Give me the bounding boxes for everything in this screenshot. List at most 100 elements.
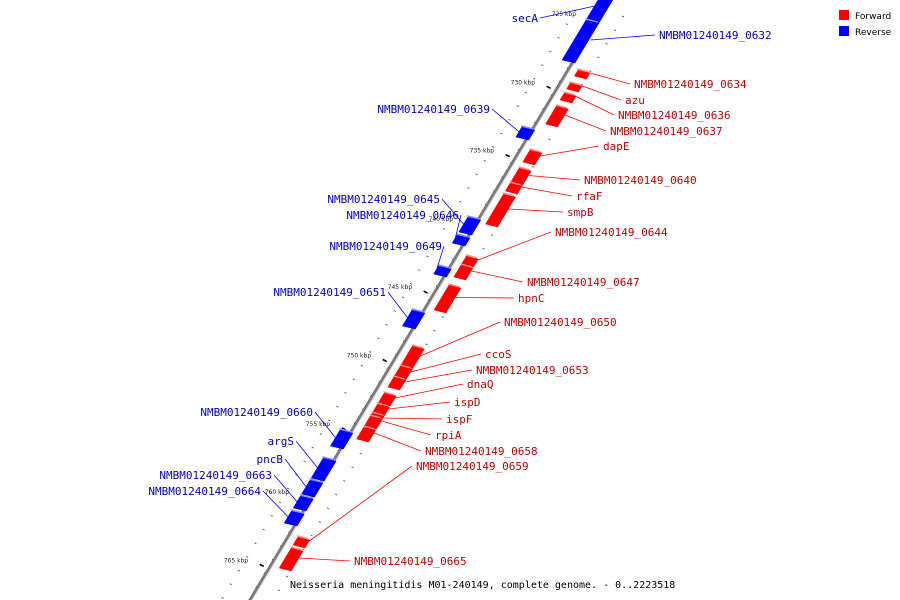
dot-mark-right	[334, 493, 338, 496]
forward-gene-13[interactable]	[387, 375, 407, 391]
reverse-gene-leader	[273, 474, 298, 503]
reverse-gene-2[interactable]	[515, 125, 536, 141]
reverse-gene-11[interactable]	[283, 509, 305, 527]
reverse-gene-label[interactable]: NMBM01240149_0632	[659, 29, 772, 42]
forward-gene-0[interactable]	[574, 68, 591, 80]
reverse-gene-label[interactable]: pncB	[257, 453, 284, 466]
forward-gene-label[interactable]: rpiA	[435, 429, 462, 442]
reverse-gene-10[interactable]	[292, 494, 314, 512]
forward-gene-4[interactable]	[522, 148, 543, 166]
dot-mark-left	[540, 64, 544, 67]
forward-gene-label[interactable]: smpB	[567, 206, 594, 219]
dot-mark-left	[270, 514, 273, 517]
reverse-gene-1[interactable]	[561, 18, 600, 64]
forward-gene-9-highlight	[460, 263, 473, 268]
dot-mark-left	[442, 228, 446, 231]
dot-mark-right	[318, 520, 321, 523]
dot-mark-left	[336, 405, 339, 408]
forward-gene-15-highlight	[376, 402, 390, 407]
dot-mark-right	[343, 479, 346, 482]
forward-gene-2[interactable]	[559, 91, 577, 104]
forward-gene-label[interactable]: hpnC	[518, 292, 545, 305]
forward-gene-7[interactable]	[485, 192, 516, 228]
reverse-gene-7-highlight	[339, 428, 353, 433]
forward-gene-label[interactable]: NMBM01240149_0634	[634, 78, 747, 91]
forward-gene-14-highlight	[383, 391, 397, 396]
dot-mark-left	[516, 105, 519, 108]
forward-gene-label[interactable]: NMBM01240149_0637	[610, 125, 723, 138]
reverse-gene-label[interactable]: argS	[268, 435, 295, 448]
forward-gene-label[interactable]: NMBM01240149_0665	[354, 555, 467, 568]
reverse-gene-7[interactable]	[330, 428, 354, 450]
tick-label: 735 kbp	[470, 148, 495, 155]
forward-gene-label[interactable]: NMBM01240149_0647	[527, 276, 640, 289]
dot-mark-left	[491, 146, 495, 149]
dot-mark-left	[532, 77, 536, 80]
forward-gene-label[interactable]: azu	[625, 94, 645, 107]
dot-mark-left	[360, 364, 364, 367]
forward-gene-label[interactable]: NMBM01240149_0659	[416, 460, 529, 473]
reverse-gene-leader	[491, 108, 520, 133]
forward-gene-1[interactable]	[566, 81, 583, 93]
forward-gene-leader	[383, 417, 443, 420]
reverse-gene-9-body	[301, 479, 324, 498]
forward-gene-label[interactable]: ispD	[454, 396, 481, 409]
dot-mark-right	[351, 466, 354, 469]
dot-mark-left	[459, 200, 462, 203]
forward-gene-20[interactable]	[278, 546, 304, 572]
forward-gene-14[interactable]	[377, 391, 397, 407]
forward-gene-label[interactable]: NMBM01240149_0650	[504, 316, 617, 329]
reverse-gene-9[interactable]	[301, 478, 324, 498]
forward-gene-label[interactable]: rfaF	[576, 190, 603, 203]
reverse-gene-5-highlight	[437, 264, 452, 269]
forward-gene-leader	[590, 72, 631, 85]
dot-mark-left	[368, 351, 372, 353]
forward-gene-label[interactable]: NMBM01240149_0640	[584, 174, 697, 187]
forward-gene-leader	[564, 114, 607, 132]
forward-gene-3[interactable]	[545, 104, 569, 128]
forward-gene-7-body	[485, 193, 516, 228]
forward-gene-label[interactable]: NMBM01240149_0658	[425, 445, 538, 458]
forward-gene-13-highlight	[392, 375, 406, 380]
reverse-gene-label[interactable]: NMBM01240149_0664	[148, 485, 261, 498]
forward-gene-8[interactable]	[461, 254, 479, 268]
forward-gene-label[interactable]: NMBM01240149_0636	[618, 109, 731, 122]
tick-mark	[341, 427, 347, 431]
dot-mark-left	[409, 282, 413, 285]
forward-gene-10[interactable]	[433, 283, 462, 314]
reverse-gene-11-highlight	[290, 509, 305, 514]
forward-gene-label[interactable]: dapE	[603, 140, 630, 153]
reverse-gene-10-body	[292, 495, 314, 512]
dot-mark-right	[433, 329, 436, 332]
reverse-gene-6[interactable]	[402, 308, 426, 330]
dot-mark-right	[613, 29, 617, 32]
reverse-gene-label[interactable]: NMBM01240149_0646	[346, 209, 459, 222]
reverse-gene-label[interactable]: NMBM01240149_0649	[329, 240, 442, 253]
forward-gene-label[interactable]: dnaQ	[467, 378, 494, 391]
reverse-gene-3[interactable]	[458, 215, 482, 236]
forward-gene-label[interactable]: ccoS	[485, 348, 512, 361]
forward-gene-9[interactable]	[453, 263, 474, 281]
forward-gene-20-highlight	[290, 546, 304, 551]
forward-gene-18[interactable]	[356, 425, 377, 443]
legend-reverse-swatch	[839, 26, 849, 36]
legend-forward-swatch	[839, 10, 849, 20]
forward-gene-6[interactable]	[505, 181, 523, 195]
reverse-gene-8[interactable]	[310, 456, 337, 482]
reverse-gene-label[interactable]: NMBM01240149_0663	[159, 469, 272, 482]
forward-gene-19[interactable]	[292, 535, 311, 549]
forward-gene-17[interactable]	[364, 414, 383, 430]
reverse-gene-label[interactable]: NMBM01240149_0651	[273, 286, 386, 299]
tick-label: 750 kbp	[347, 353, 372, 360]
forward-gene-label[interactable]: ispF	[446, 413, 473, 426]
reverse-gene-label[interactable]: NMBM01240149_0639	[377, 103, 490, 116]
forward-gene-label[interactable]: NMBM01240149_0644	[555, 226, 668, 239]
reverse-gene-label[interactable]: NMBM01240149_0660	[200, 406, 313, 419]
dot-mark-left	[262, 528, 265, 531]
forward-gene-11[interactable]	[400, 344, 425, 370]
forward-gene-label[interactable]: NMBM01240149_0653	[476, 364, 589, 377]
reverse-gene-label[interactable]: secA	[512, 12, 539, 25]
reverse-gene-5[interactable]	[433, 264, 452, 278]
reverse-gene-4[interactable]	[451, 233, 471, 247]
reverse-gene-label[interactable]: NMBM01240149_0645	[327, 193, 440, 206]
